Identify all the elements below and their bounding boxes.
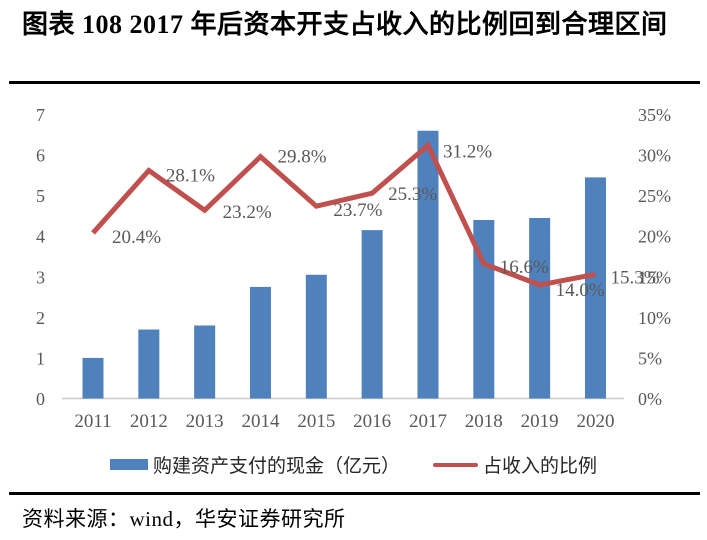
legend-line-label: 占收入的比例	[483, 456, 598, 477]
bottom-divider	[9, 492, 700, 495]
point-label-2017: 31.2%	[443, 141, 492, 162]
left-axis-tick-7: 7	[36, 105, 45, 125]
point-label-2014: 29.8%	[277, 147, 326, 168]
bar-series-swatch-icon	[109, 459, 148, 470]
x-axis-label-2017: 2017	[409, 411, 447, 432]
left-axis-tick-3: 3	[36, 267, 45, 287]
legend-item-line: 占收入的比例	[433, 451, 597, 478]
right-axis-tick-15%: 15%	[638, 267, 671, 287]
bar-2020	[584, 177, 606, 399]
left-axis-tick-4: 4	[36, 227, 45, 247]
x-axis-label-2019: 2019	[521, 411, 559, 432]
right-axis-tick-35%: 35%	[638, 105, 671, 125]
x-axis-label-2011: 2011	[74, 411, 111, 432]
bar-2013	[194, 325, 216, 399]
left-axis-tick-6: 6	[36, 146, 45, 166]
left-axis-tick-5: 5	[36, 186, 45, 206]
x-axis-label-2012: 2012	[130, 411, 168, 432]
point-label-2019: 14.0%	[556, 280, 605, 301]
bar-2012	[138, 329, 160, 399]
bar-2015	[305, 274, 327, 399]
line-series-swatch-icon	[433, 462, 478, 467]
top-divider	[9, 81, 700, 84]
point-label-2011: 20.4%	[112, 227, 161, 248]
point-label-2016: 25.3%	[388, 184, 437, 205]
capex-vs-revenue-chart: 20.4% 28.1% 23.2% 29.8% 23.7% 25.3% 31.2% 16.6%…	[36, 105, 671, 432]
ratio-line	[91, 141, 596, 288]
point-label-2012: 28.1%	[166, 165, 215, 186]
figure-title: 图表 108 2017 年后资本开支占收入的比例回到合理区间	[22, 10, 668, 39]
legend-item-bar: 购建资产支付的现金（亿元）	[109, 451, 400, 478]
left-axis-tick-0: 0	[36, 389, 45, 409]
chart-legend: 购建资产支付的现金（亿元） 占收入的比例	[0, 451, 707, 478]
right-axis-tick-5%: 5%	[638, 348, 662, 368]
left-axis-tick-2: 2	[36, 308, 45, 328]
right-axis-tick-0%: 0%	[638, 389, 662, 409]
point-label-2020: 15.3%	[610, 267, 659, 288]
x-axis-label-2016: 2016	[353, 411, 391, 432]
x-axis-label-2014: 2014	[241, 411, 280, 432]
left-axis-tick-1: 1	[36, 348, 45, 368]
bar-2014	[249, 286, 271, 399]
point-label-2015: 23.7%	[333, 200, 382, 221]
bar-2019	[529, 217, 551, 399]
x-axis-label-2020: 2020	[576, 411, 614, 432]
right-axis-tick-10%: 10%	[638, 308, 671, 328]
bar-2016	[361, 230, 383, 399]
right-axis-tick-30%: 30%	[638, 146, 671, 166]
point-label-2018: 16.6%	[500, 257, 549, 278]
legend-bar-label: 购建资产支付的现金（亿元）	[152, 456, 400, 477]
source-note: 资料来源：wind，华安证券研究所	[22, 507, 346, 531]
x-axis-label-2015: 2015	[297, 411, 335, 432]
x-axis-label-2018: 2018	[465, 411, 503, 432]
bar-2011	[82, 357, 104, 399]
right-axis-tick-25%: 25%	[638, 186, 671, 206]
right-axis-tick-20%: 20%	[638, 227, 671, 247]
bar-2017	[417, 130, 439, 399]
point-label-2013: 23.2%	[223, 202, 272, 223]
x-axis-label-2013: 2013	[186, 411, 224, 432]
